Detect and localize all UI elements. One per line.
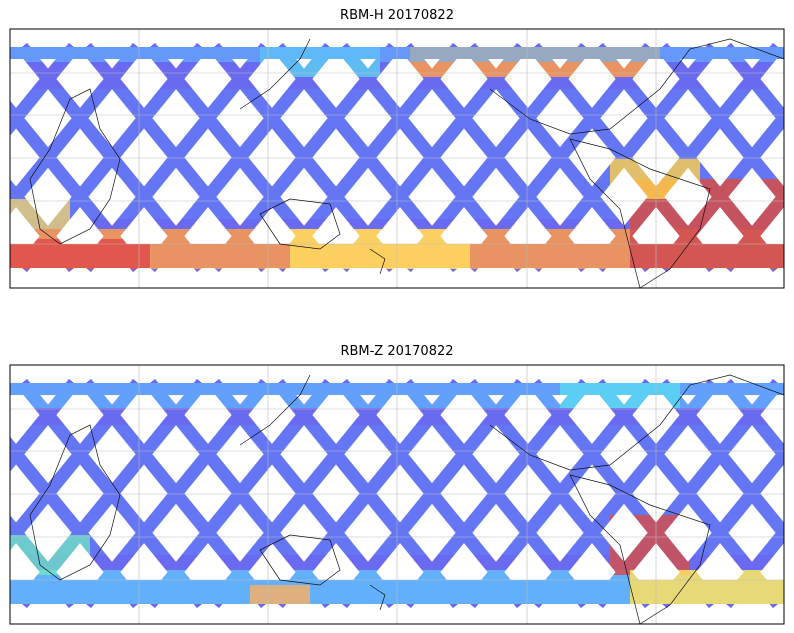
coastline — [259, 534, 341, 586]
map-panel — [9, 28, 785, 289]
coastline — [369, 248, 386, 275]
coastline — [29, 88, 121, 245]
coastline — [369, 584, 386, 611]
coastline — [239, 38, 311, 110]
swath-overlay — [10, 199, 70, 229]
coastline — [29, 424, 121, 581]
map-title: RBM-H 20170822 — [340, 8, 454, 23]
coastline — [489, 374, 785, 471]
map-frame — [9, 28, 785, 289]
swath-overlay — [10, 239, 150, 269]
swath-overlay — [630, 570, 784, 604]
map-panel — [9, 364, 785, 625]
coastline — [569, 138, 711, 289]
coastline — [239, 374, 311, 446]
map-frame — [9, 364, 785, 625]
swath-overlay — [250, 585, 310, 604]
coastline — [259, 198, 341, 250]
swath-overlay — [610, 159, 700, 199]
coastline — [489, 38, 785, 135]
swath-overlay — [560, 383, 680, 408]
coastline — [569, 474, 711, 625]
swath-overlay — [610, 515, 690, 575]
map-title: RBM-Z 20170822 — [340, 344, 453, 359]
swath-overlay — [290, 229, 470, 269]
swath-overlay — [10, 535, 90, 575]
